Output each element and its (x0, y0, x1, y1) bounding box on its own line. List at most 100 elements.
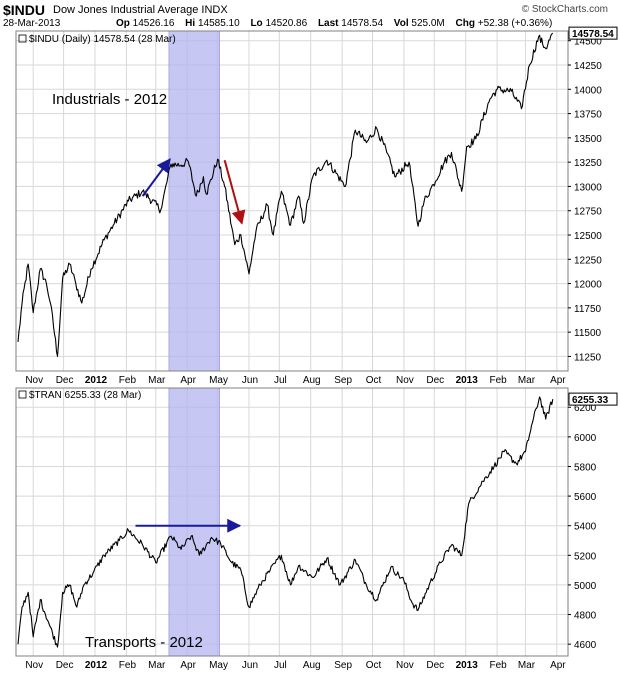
x-tick-label: Nov (396, 660, 414, 671)
low-value: 14520.86 (265, 18, 308, 29)
panel-frame (15, 387, 569, 657)
x-tick-label: 2013 (456, 660, 479, 671)
x-tick-label: Mar (518, 660, 536, 671)
y-tick-label: 12250 (574, 255, 602, 266)
y-tick-label: 6000 (574, 433, 597, 444)
chart-panel-1: $TRAN 6255.33 (28 Mar) Transports - 2012 4… (15, 387, 618, 671)
x-tick-label: 2012 (85, 375, 108, 386)
panel-frame (15, 30, 569, 372)
highlight-band (168, 30, 220, 372)
selloff-arrow (223, 159, 246, 225)
x-tick-label: Jun (242, 660, 258, 671)
high-label: Hi (185, 18, 196, 29)
price-line (17, 396, 554, 648)
x-tick-label: Dec (56, 375, 74, 386)
y-tick-label: 5400 (574, 522, 597, 533)
last-value-frame (568, 392, 618, 406)
last-value-box: 14578.54 (568, 26, 618, 40)
panel-title-text: $INDU (Daily) 14578.54 (28 Mar) (29, 34, 176, 45)
y-tick-label: 13500 (574, 134, 602, 145)
y-tick-label: 11500 (574, 328, 602, 339)
volume-value: 525.0M (411, 18, 445, 29)
y-tick-label: 11750 (574, 304, 602, 315)
open-label: Op (116, 18, 130, 29)
uptrend-arrow (141, 158, 171, 197)
plot-area (16, 31, 568, 371)
quote-bar: Op 14526.16 Hi 14585.10 Lo 14520.86 Last… (116, 18, 552, 29)
low-label: Lo (250, 18, 263, 29)
last-value-box: 6255.33 (568, 392, 618, 406)
x-tick-label: Oct (366, 660, 382, 671)
x-tick-label: 2013 (456, 375, 479, 386)
y-tick-label: 12500 (574, 231, 602, 242)
x-tick-label: Jun (242, 375, 258, 386)
x-tick-label: Sep (334, 375, 352, 386)
x-tick-label: Aug (303, 375, 321, 386)
annotation-label: Industrials - 2012 (52, 91, 167, 108)
panel-title: $INDU (Daily) 14578.54 (28 Mar) (18, 34, 176, 45)
y-tick-label: 14500 (574, 37, 602, 48)
y-tick-label: 11250 (574, 352, 602, 363)
y-tick-label: 4800 (574, 611, 597, 622)
x-tick-label: Dec (426, 375, 444, 386)
x-tick-label: Apr (180, 660, 196, 671)
panel-icon (18, 390, 27, 399)
last-value-label: 6255.33 (572, 395, 609, 406)
last-value: 14578.54 (341, 18, 384, 29)
y-tick-label: 5800 (574, 462, 597, 473)
y-tick-label: 5600 (574, 492, 597, 503)
x-tick-label: Apr (550, 660, 566, 671)
x-tick-label: Mar (148, 660, 166, 671)
x-tick-label: Nov (25, 660, 43, 671)
x-tick-label: May (209, 375, 228, 386)
x-tick-label: Feb (119, 375, 137, 386)
last-value-frame (568, 26, 618, 40)
last-value-label: 14578.54 (572, 29, 614, 40)
quote-date: 28-Mar-2013 (3, 18, 61, 29)
x-tick-label: May (209, 660, 228, 671)
high-value: 14585.10 (197, 18, 240, 29)
x-tick-label: Nov (25, 375, 43, 386)
volume-label: Vol (393, 18, 409, 29)
ticker-symbol: $INDU (3, 2, 46, 18)
y-tick-label: 14000 (574, 85, 602, 96)
y-tick-label: 14250 (574, 61, 602, 72)
y-tick-label: 5200 (574, 551, 597, 562)
y-tick-label: 12000 (574, 280, 602, 291)
change-label: Chg (455, 18, 475, 29)
y-tick-label: 13000 (574, 182, 602, 193)
last-label: Last (317, 18, 339, 29)
y-tick-label: 12750 (574, 207, 602, 218)
x-tick-label: Mar (518, 375, 536, 386)
x-tick-label: Feb (119, 660, 137, 671)
x-tick-label: Apr (180, 375, 196, 386)
change-value: +52.38 (+0.36%) (477, 18, 553, 29)
x-tick-label: Jul (274, 375, 287, 386)
plot-area (16, 388, 568, 656)
y-tick-label: 13250 (574, 158, 602, 169)
y-tick-label: 4600 (574, 640, 597, 651)
chart-panel-0: $INDU (Daily) 14578.54 (28 Mar) Industria… (15, 26, 618, 386)
x-tick-label: Dec (56, 660, 74, 671)
annotation-label: Transports - 2012 (85, 634, 203, 651)
x-tick-label: Apr (550, 375, 566, 386)
x-tick-label: Oct (366, 375, 382, 386)
x-tick-label: Nov (396, 375, 414, 386)
x-tick-label: Feb (489, 660, 507, 671)
stockcharts-logo: © StockCharts.com (521, 4, 608, 15)
panel-icon (18, 34, 27, 43)
y-tick-label: 5000 (574, 581, 597, 592)
y-tick-label: 13750 (574, 110, 602, 121)
x-tick-label: Feb (489, 375, 507, 386)
x-tick-label: Dec (426, 660, 444, 671)
y-tick-label: 6200 (574, 403, 597, 414)
x-tick-label: 2012 (85, 660, 108, 671)
x-tick-label: Mar (148, 375, 166, 386)
panel-title: $TRAN 6255.33 (28 Mar) (18, 390, 141, 401)
panel-title-text: $TRAN 6255.33 (28 Mar) (29, 390, 141, 401)
price-line (17, 32, 554, 357)
x-tick-label: Aug (303, 660, 321, 671)
x-tick-label: Jul (274, 660, 287, 671)
open-value: 14526.16 (132, 18, 175, 29)
